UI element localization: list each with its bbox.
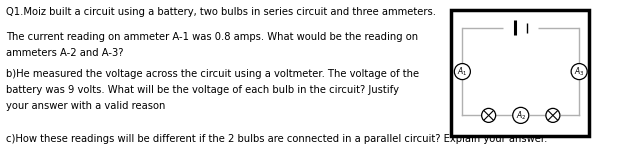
Circle shape bbox=[454, 63, 470, 80]
Text: $A_1$: $A_1$ bbox=[457, 65, 468, 78]
FancyBboxPatch shape bbox=[450, 10, 590, 136]
Text: your answer with a valid reason: your answer with a valid reason bbox=[6, 101, 166, 111]
Text: c)How these readings will be different if the 2 bulbs are connected in a paralle: c)How these readings will be different i… bbox=[6, 134, 548, 144]
Text: b)He measured the voltage across the circuit using a voltmeter. The voltage of t: b)He measured the voltage across the cir… bbox=[6, 69, 420, 79]
Text: $A_2$: $A_2$ bbox=[516, 109, 526, 122]
Text: The current reading on ammeter A-1 was 0.8 amps. What would be the reading on: The current reading on ammeter A-1 was 0… bbox=[6, 32, 419, 42]
Text: battery was 9 volts. What will be the voltage of each bulb in the circuit? Justi: battery was 9 volts. What will be the vo… bbox=[6, 85, 399, 95]
Text: $A_3$: $A_3$ bbox=[574, 65, 584, 78]
Text: ammeters A-2 and A-3?: ammeters A-2 and A-3? bbox=[6, 48, 124, 58]
Circle shape bbox=[571, 63, 587, 80]
Circle shape bbox=[513, 107, 529, 123]
Circle shape bbox=[546, 108, 560, 122]
Text: Q1.Moiz built a circuit using a battery, two bulbs in series circuit and three a: Q1.Moiz built a circuit using a battery,… bbox=[6, 7, 436, 17]
Circle shape bbox=[482, 108, 496, 122]
